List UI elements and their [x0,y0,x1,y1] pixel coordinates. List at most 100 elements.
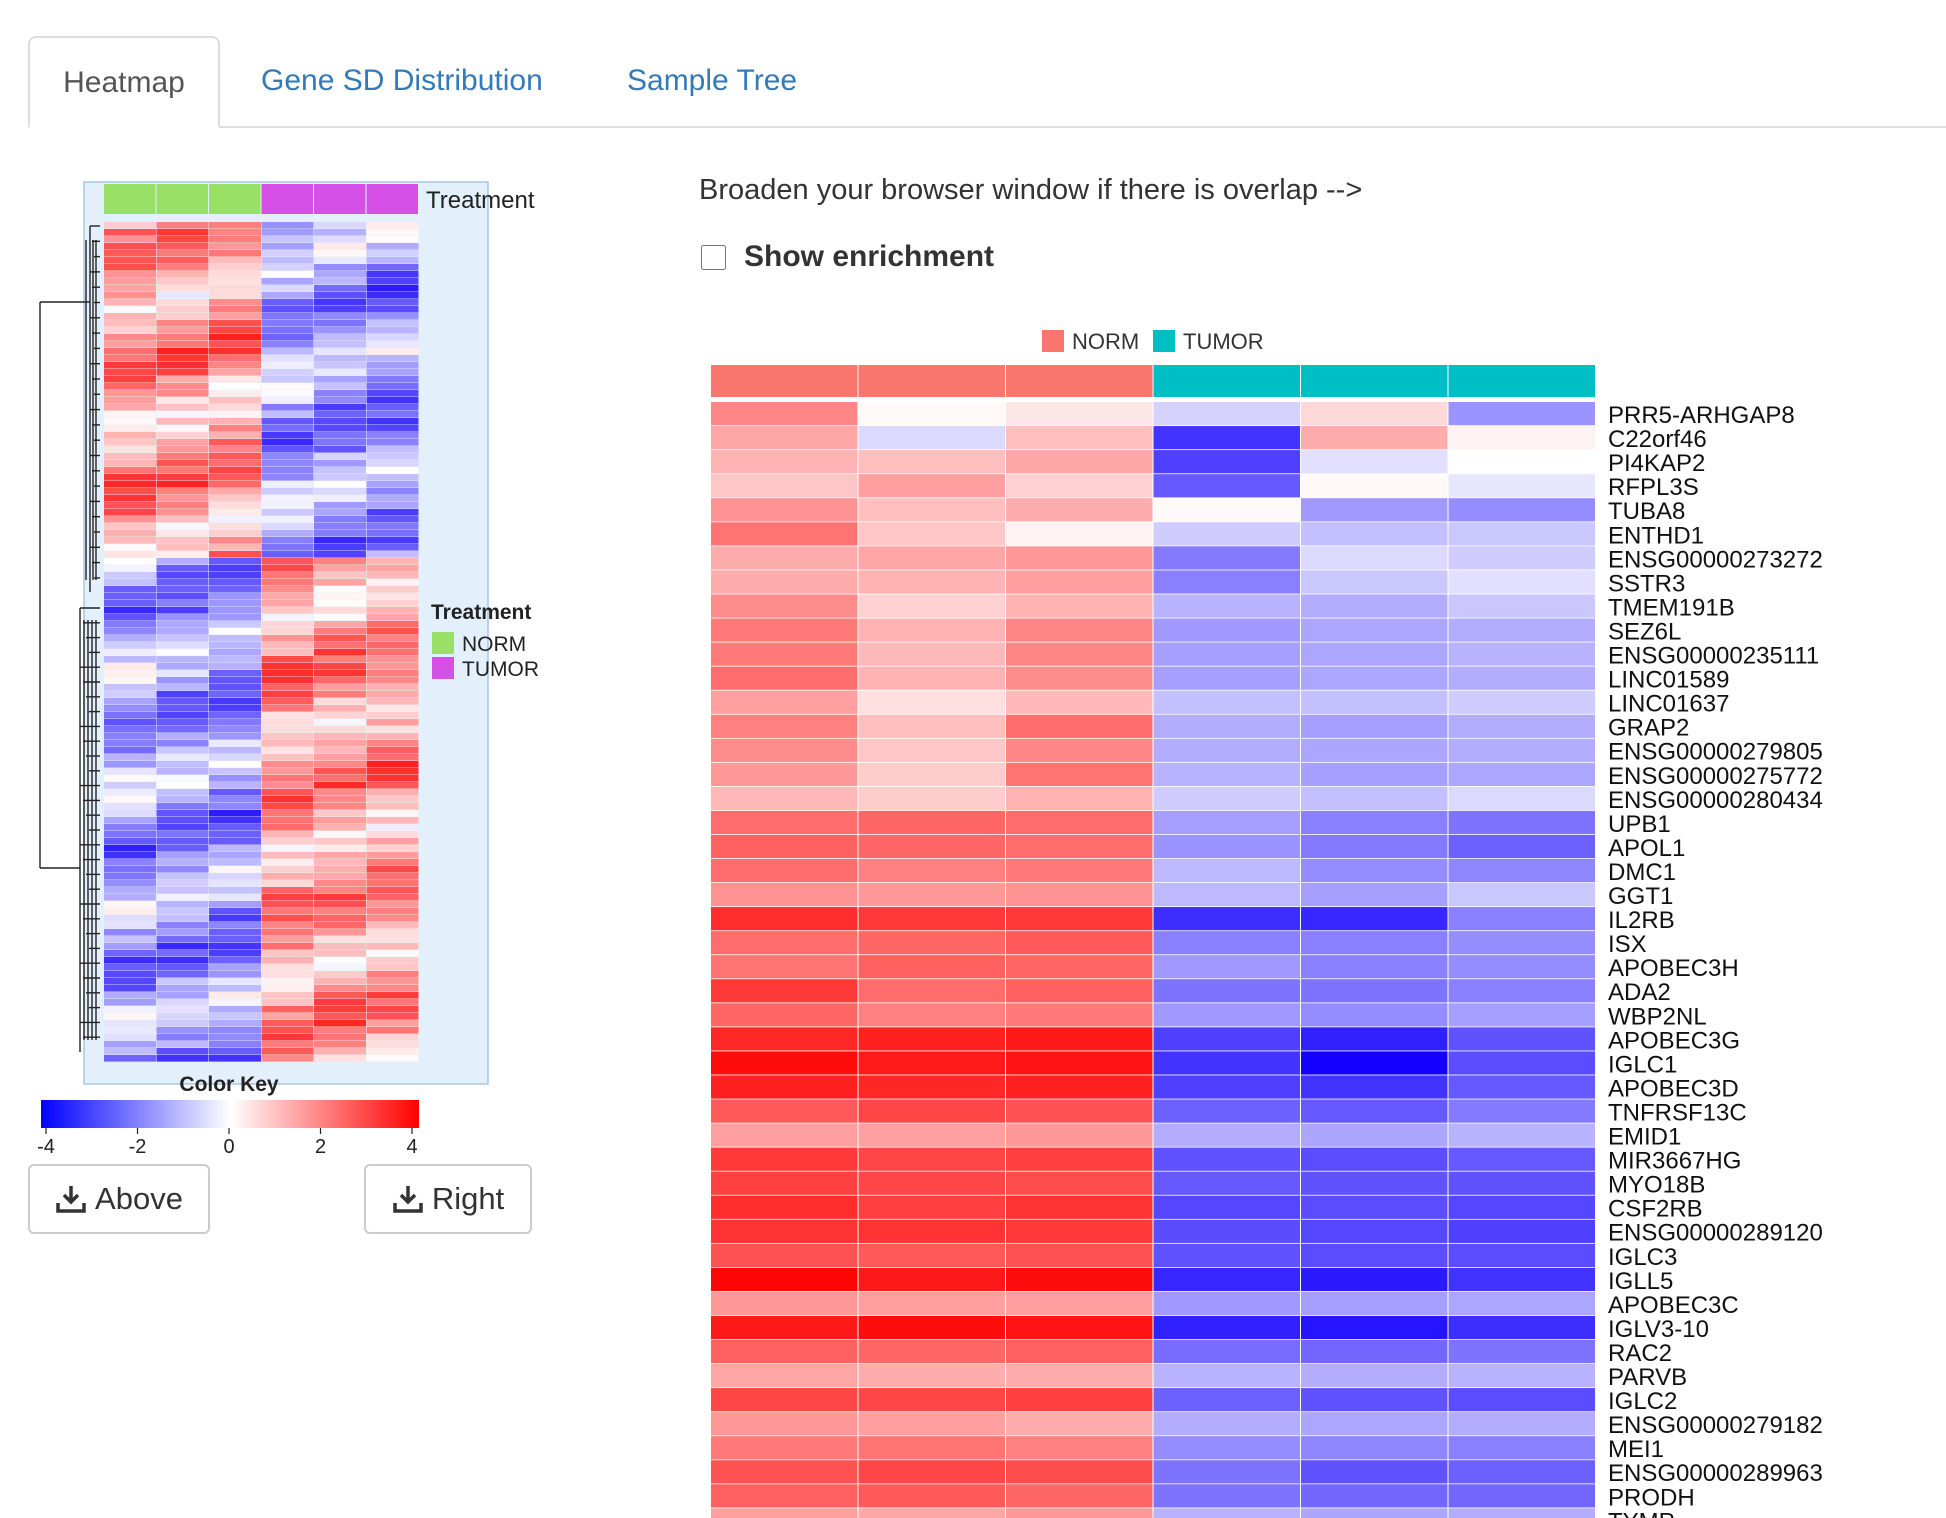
heatmap-cell [711,810,858,835]
tab-gene-sd-distribution[interactable]: Gene SD Distribution [261,64,543,97]
mini-heatmap-cell [366,264,419,271]
heatmap-cell [1006,786,1153,811]
gene-label: SSTR3 [1608,570,1685,597]
mini-heatmap-cell [104,705,156,712]
heatmap-cell [1448,810,1595,835]
mini-heatmap-cell [314,271,366,278]
heatmap-cell [858,1123,1005,1147]
tab-sample-tree[interactable]: Sample Tree [627,64,798,97]
download-right-button[interactable]: Right [364,1164,532,1234]
mini-heatmap-cell [366,572,419,579]
mini-heatmap-cell [104,502,156,509]
mini-heatmap-cell [104,691,156,698]
mini-heatmap-cell [314,838,366,845]
heatmap-cell [858,1003,1005,1027]
mini-heatmap-cell [104,894,156,901]
gene-label: ENSG00000275772 [1608,763,1823,790]
mini-heatmap-cell [314,404,366,411]
mini-heatmap-cell [156,635,209,642]
heatmap-cell [1153,1267,1300,1292]
gene-label: C22orf46 [1608,426,1707,453]
heatmap-cell [1006,738,1153,762]
mini-heatmap-cell [209,880,261,887]
gene-label: ENSG00000289963 [1608,1460,1823,1487]
mini-annotation-label: Treatment [426,187,535,214]
mini-heatmap-cell [366,446,419,453]
mini-heatmap-cell [261,502,314,509]
mini-heatmap-cell [156,880,209,887]
mini-heatmap-cell [366,768,419,775]
heatmap-cell [1448,1508,1595,1518]
show-enrichment-checkbox[interactable] [701,244,726,270]
heatmap-cell [1448,931,1595,955]
heatmap-cell [1006,834,1153,859]
tab-heatmap[interactable]: Heatmap [28,36,220,128]
heatmap-cell [858,907,1005,931]
mini-heatmap-cell [104,852,156,859]
mini-heatmap-cell [209,712,261,719]
mini-heatmap-cell [261,530,314,537]
mini-heatmap-cell [314,551,366,558]
heatmap-cell [1006,1147,1153,1171]
mini-heatmap-cell [156,565,209,572]
mini-heatmap-cell [209,376,261,383]
mini-heatmap-cell [104,1020,156,1027]
heatmap-cell [1153,474,1300,498]
mini-heatmap-cell [366,509,419,516]
mini-heatmap-cell [314,908,366,915]
heatmap-cell [1448,955,1595,979]
mini-heatmap-cell [261,740,314,747]
heatmap-cell [858,786,1005,811]
show-enrichment-toggle[interactable]: Show enrichment [699,240,994,274]
mini-heatmap-cell [314,1027,366,1034]
mini-heatmap-cell [104,355,156,362]
mini-heatmap-cell [314,915,366,922]
mini-heatmap-cell [104,243,156,250]
mini-heatmap-cell [261,824,314,831]
heatmap-cell [1301,1315,1448,1340]
mini-heatmap-cell [156,782,209,789]
mini-heatmap-cell [209,978,261,985]
mini-heatmap-cell [156,537,209,544]
mini-heatmap-cell [209,607,261,614]
heatmap-cell [1301,1267,1448,1292]
heatmap-cell [711,402,858,426]
mini-heatmap-cell [366,880,419,887]
heatmap-cell [1448,907,1595,931]
mini-heatmap-cell [314,292,366,299]
heatmap-cell [1153,546,1300,570]
gene-label: PARVB [1608,1364,1687,1391]
heatmap-cell [1301,1484,1448,1508]
heatmap-cell [1006,714,1153,738]
heatmap-cell [1301,1051,1448,1075]
mini-heatmap-cell [209,943,261,950]
mini-heatmap-cell [156,866,209,873]
mini-heatmap-cell [209,474,261,481]
mini-heatmap-cell [209,838,261,845]
heatmap-cell [711,1075,858,1099]
heatmap-cell [1301,834,1448,859]
heatmap-cell [1301,690,1448,714]
mini-heatmap-cell [209,922,261,929]
heatmap-cell [711,474,858,498]
mini-heatmap-cell [104,1027,156,1034]
mini-heatmap-cell [261,1048,314,1055]
mini-heatmap-cell [104,509,156,516]
mini-heatmap-cell [209,404,261,411]
mini-heatmap-cell [366,894,419,901]
mini-heatmap-cell [261,642,314,649]
mini-heatmap-cell [104,943,156,950]
mini-heatmap-cell [104,621,156,628]
mini-heatmap-cell [314,649,366,656]
mini-heatmap-cell [314,362,366,369]
mini-heatmap-cell [104,873,156,880]
mini-heatmap-cell [104,558,156,565]
mini-heatmap-cell [366,229,419,236]
mini-heatmap-cell [261,677,314,684]
mini-heatmap-cell [314,250,366,257]
mini-heatmap-cell [104,733,156,740]
mini-heatmap-cell [314,880,366,887]
heatmap-cell [1448,426,1595,450]
heatmap-cell [1153,1171,1300,1195]
download-above-button[interactable]: Above [28,1164,210,1234]
